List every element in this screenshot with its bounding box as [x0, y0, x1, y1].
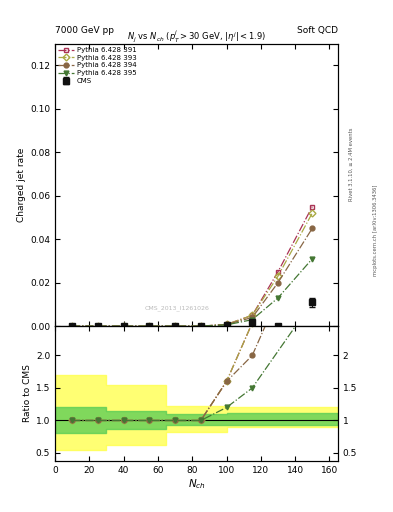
Pythia 6.428 395 — [70, 323, 75, 329]
Pythia 6.428 395 — [224, 322, 229, 328]
Line: Pythia 6.428 391: Pythia 6.428 391 — [70, 204, 315, 329]
Text: Soft QCD: Soft QCD — [297, 26, 338, 35]
Pythia 6.428 394 — [250, 314, 255, 321]
Line: Pythia 6.428 394: Pythia 6.428 394 — [70, 226, 315, 329]
Pythia 6.428 391 — [147, 323, 152, 329]
Pythia 6.428 393 — [147, 323, 152, 329]
Pythia 6.428 393 — [95, 323, 100, 329]
Legend: Pythia 6.428 391, Pythia 6.428 393, Pythia 6.428 394, Pythia 6.428 395, CMS: Pythia 6.428 391, Pythia 6.428 393, Pyth… — [57, 46, 138, 86]
Pythia 6.428 393 — [121, 323, 126, 329]
Pythia 6.428 395 — [198, 323, 203, 329]
Pythia 6.428 391 — [250, 312, 255, 318]
Text: CMS_2013_I1261026: CMS_2013_I1261026 — [144, 305, 209, 311]
Text: mcplots.cern.ch [arXiv:1306.3436]: mcplots.cern.ch [arXiv:1306.3436] — [373, 185, 378, 276]
Pythia 6.428 394 — [173, 323, 177, 329]
Line: Pythia 6.428 393: Pythia 6.428 393 — [70, 211, 315, 329]
Pythia 6.428 393 — [173, 323, 177, 329]
Pythia 6.428 394 — [224, 322, 229, 328]
Pythia 6.428 394 — [147, 323, 152, 329]
Pythia 6.428 394 — [95, 323, 100, 329]
Pythia 6.428 393 — [198, 323, 203, 329]
Pythia 6.428 394 — [275, 280, 280, 286]
Pythia 6.428 395 — [310, 255, 315, 262]
Pythia 6.428 395 — [121, 323, 126, 329]
Text: 7000 GeV pp: 7000 GeV pp — [55, 26, 114, 35]
Pythia 6.428 391 — [95, 323, 100, 329]
Pythia 6.428 395 — [250, 316, 255, 323]
Pythia 6.428 395 — [173, 323, 177, 329]
Pythia 6.428 391 — [275, 269, 280, 275]
Pythia 6.428 391 — [121, 323, 126, 329]
Pythia 6.428 394 — [310, 225, 315, 231]
Pythia 6.428 393 — [70, 323, 75, 329]
Line: Pythia 6.428 395: Pythia 6.428 395 — [70, 257, 315, 329]
Pythia 6.428 395 — [95, 323, 100, 329]
Title: $N_j$ vs $N_{ch}$ ($p_T^j$$>$30 GeV, $|\eta^j|$$<$1.9): $N_j$ vs $N_{ch}$ ($p_T^j$$>$30 GeV, $|\… — [127, 28, 266, 44]
Pythia 6.428 395 — [275, 295, 280, 301]
Pythia 6.428 394 — [121, 323, 126, 329]
Text: Rivet 3.1.10, ≥ 2.4M events: Rivet 3.1.10, ≥ 2.4M events — [349, 127, 354, 201]
Pythia 6.428 394 — [198, 323, 203, 329]
Pythia 6.428 393 — [224, 322, 229, 328]
Pythia 6.428 391 — [224, 322, 229, 328]
X-axis label: $N_{ch}$: $N_{ch}$ — [187, 477, 206, 491]
Pythia 6.428 391 — [310, 204, 315, 210]
Pythia 6.428 395 — [147, 323, 152, 329]
Pythia 6.428 393 — [310, 210, 315, 216]
Pythia 6.428 393 — [275, 273, 280, 279]
Pythia 6.428 391 — [70, 323, 75, 329]
Pythia 6.428 391 — [198, 323, 203, 329]
Pythia 6.428 393 — [250, 312, 255, 318]
Y-axis label: Charged jet rate: Charged jet rate — [17, 147, 26, 222]
Y-axis label: Ratio to CMS: Ratio to CMS — [23, 365, 31, 422]
Pythia 6.428 391 — [173, 323, 177, 329]
Pythia 6.428 394 — [70, 323, 75, 329]
